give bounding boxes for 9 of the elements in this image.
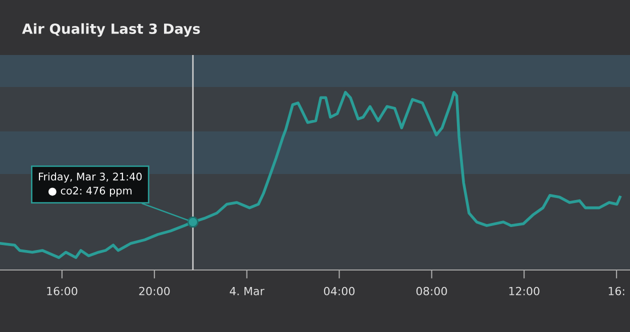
x-tick-label: 16: [608, 286, 624, 296]
x-tick-label: 4. Mar [230, 287, 264, 296]
chart-title: Air Quality Last 3 Days [22, 23, 200, 37]
x-tick-label: 16:00 [47, 286, 78, 296]
x-tick-label: 20:00 [139, 286, 170, 296]
x-tick-label: 08:00 [416, 286, 447, 296]
annotation: Friday, Mar 3, 21:40 ● co2: 476 ppm [38, 172, 142, 197]
x-tick-label: 12:00 [509, 286, 540, 296]
x-tick-label: 04:00 [324, 286, 355, 296]
